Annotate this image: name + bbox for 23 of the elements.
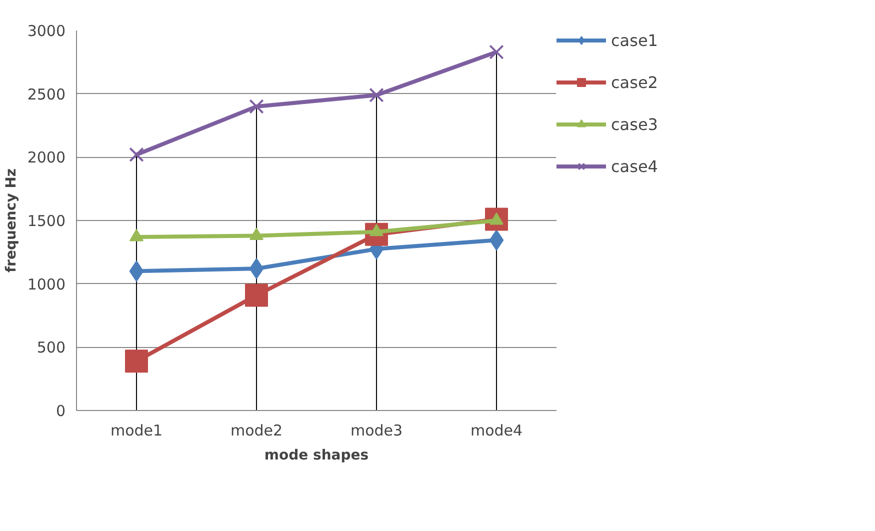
point bbox=[125, 350, 148, 373]
y-tick-label: 0 bbox=[56, 402, 66, 420]
point bbox=[489, 44, 504, 60]
y-tick-label: 3000 bbox=[27, 22, 66, 40]
point bbox=[369, 88, 384, 102]
point bbox=[129, 147, 144, 162]
point bbox=[245, 284, 268, 307]
y-tick-label: 2000 bbox=[27, 148, 66, 167]
x-tick-label: mode2 bbox=[230, 422, 283, 440]
y-tick-label: 500 bbox=[36, 338, 66, 357]
x-tick-label: mode1 bbox=[110, 422, 163, 440]
legend-label: case3 bbox=[611, 114, 658, 134]
legend-label: case1 bbox=[611, 30, 658, 50]
y-tick-label: 2500 bbox=[27, 85, 66, 104]
x-tick-label: mode4 bbox=[470, 422, 523, 440]
y-tick-label: 1000 bbox=[27, 275, 66, 294]
point bbox=[249, 99, 264, 114]
legend-label: case4 bbox=[611, 156, 658, 176]
x-tick-label: mode3 bbox=[350, 422, 403, 440]
y-axis-title: frequency Hz bbox=[3, 168, 20, 273]
x-axis-title: mode shapes bbox=[264, 448, 369, 464]
y-tick-label: 1500 bbox=[27, 212, 66, 230]
legend-label: case2 bbox=[611, 72, 658, 92]
